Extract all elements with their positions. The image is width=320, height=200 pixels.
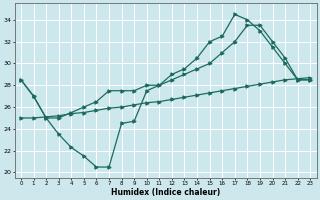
X-axis label: Humidex (Indice chaleur): Humidex (Indice chaleur) [111, 188, 220, 197]
